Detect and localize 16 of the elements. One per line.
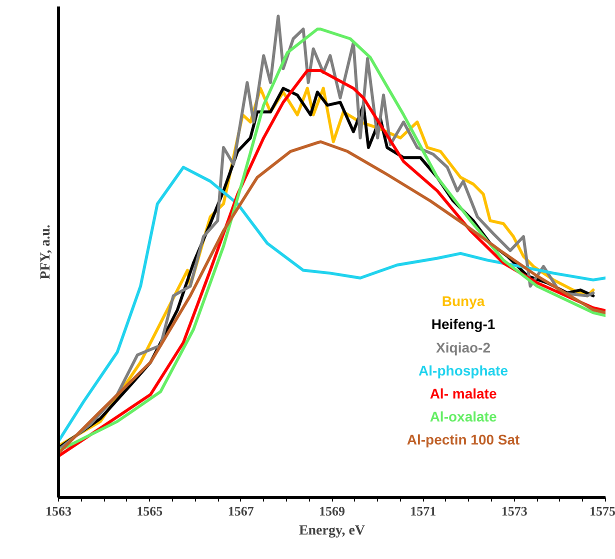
x-tick-label: 1563: [46, 504, 72, 518]
x-tick-label: 1575: [590, 504, 615, 518]
text: Heifeng-1: [431, 316, 496, 332]
x-axis-title: Energy, eV: [298, 524, 366, 538]
text: Al- malate: [430, 385, 497, 402]
x-tick-label: 1565: [136, 504, 164, 518]
text: Al-phosphate: [418, 362, 508, 378]
x-tick-label: 1571: [410, 504, 436, 518]
x-tick-label: 1573: [501, 504, 528, 518]
y-axis-title: PFY, a.u.: [38, 224, 54, 280]
text: Bunya: [442, 293, 485, 310]
x-tick-label: 1569: [319, 504, 346, 518]
x-tick-label: 1567: [228, 504, 254, 518]
text: Al-pectin 100 Sat: [406, 432, 520, 448]
text: Al-oxalate: [430, 408, 497, 424]
text: Xiqiao-2: [436, 339, 491, 356]
